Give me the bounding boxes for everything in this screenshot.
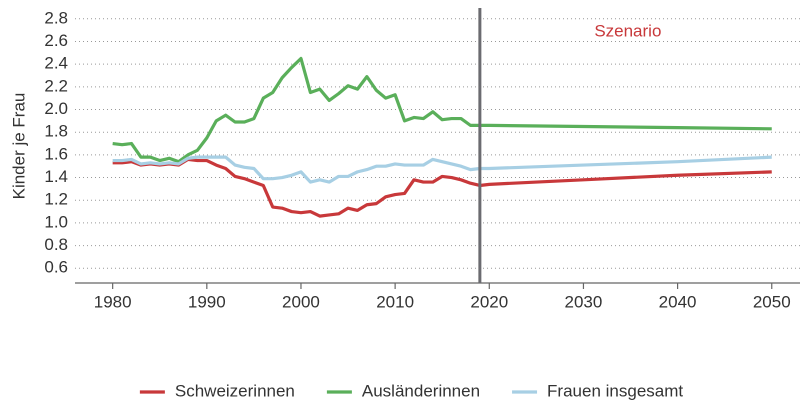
series-line (112, 157, 772, 218)
y-tick-label: 2.2 (44, 76, 68, 95)
series-line (112, 155, 772, 184)
x-tick-label: 1990 (188, 292, 226, 311)
x-tick-label: 1980 (94, 292, 132, 311)
legend-label: Ausländerinnen (362, 381, 480, 400)
series-line (112, 56, 772, 164)
x-tick-label: 2010 (376, 292, 414, 311)
y-tick-label: 2.6 (44, 31, 68, 50)
y-tick-label: 0.6 (44, 258, 68, 277)
y-tick-label: 1.8 (44, 122, 68, 141)
x-tick-label: 2030 (565, 292, 603, 311)
annotation: Szenario (594, 21, 661, 40)
x-tick-label: 2000 (282, 292, 320, 311)
y-axis-label: Kinder je Frau (9, 93, 28, 200)
x-tick-label: 2040 (659, 292, 697, 311)
y-tick-label: 2.4 (44, 54, 68, 73)
y-tick-label: 0.8 (44, 235, 68, 254)
y-tick-label: 1.2 (44, 190, 68, 209)
legend-label: Schweizerinnen (175, 381, 295, 400)
x-tick-label: 2050 (753, 292, 791, 311)
y-tick-label: 2.8 (44, 8, 68, 27)
y-tick-label: 1.4 (44, 167, 68, 186)
y-tick-label: 2.0 (44, 99, 68, 118)
y-tick-label: 1.6 (44, 144, 68, 163)
x-tick-label: 2020 (470, 292, 508, 311)
y-tick-label: 1.0 (44, 212, 68, 231)
legend-label: Frauen insgesamt (547, 381, 683, 400)
